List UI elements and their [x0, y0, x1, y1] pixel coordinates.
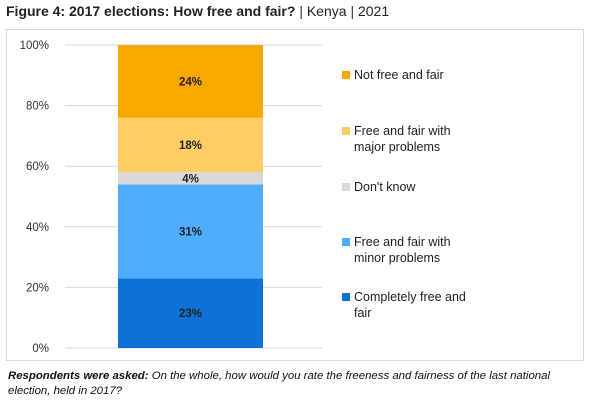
y-tick-label: 60% — [26, 161, 49, 173]
note-question: On the whole, how would you rate the fre… — [8, 370, 550, 397]
legend-swatch — [342, 127, 350, 135]
bar-segment — [118, 278, 263, 348]
survey-question-note: Respondents were asked: On the whole, ho… — [8, 369, 583, 399]
legend-swatch — [342, 71, 350, 79]
legend-label: Completely free and — [354, 290, 466, 304]
legend-label: Free and fair with — [354, 235, 451, 249]
legend-swatch — [342, 238, 350, 246]
figure-title: Figure 4: 2017 elections: How free and f… — [6, 3, 389, 19]
chart-frame — [6, 29, 584, 361]
legend-label: Don't know — [354, 180, 416, 194]
y-tick-label: 100% — [20, 40, 49, 52]
legend-label: Free and fair with — [354, 124, 451, 138]
legend-swatch — [342, 293, 350, 301]
data-label: 24% — [179, 76, 202, 88]
legend-label: Not free and fair — [354, 68, 444, 82]
figure-title-country: Kenya — [306, 3, 347, 19]
y-tick-label: 40% — [26, 222, 49, 234]
data-label: 4% — [182, 173, 199, 185]
figure-title-year: 2021 — [357, 3, 390, 19]
bar-segment — [118, 184, 263, 279]
legend-label: major problems — [354, 140, 440, 154]
legend-label: fair — [354, 306, 371, 320]
legend-label: minor problems — [354, 251, 440, 265]
title-separator-1: | — [299, 3, 303, 19]
bar-segment — [118, 172, 263, 185]
data-label: 31% — [179, 226, 202, 238]
legend-swatch — [342, 183, 350, 191]
data-label: 18% — [179, 140, 202, 152]
y-tick-label: 20% — [26, 282, 49, 294]
y-tick-label: 0% — [32, 343, 49, 355]
title-separator-2: | — [350, 3, 355, 19]
bar-segment — [118, 45, 263, 118]
data-label: 23% — [179, 308, 202, 320]
bar-segment — [118, 117, 263, 173]
y-tick-label: 80% — [26, 101, 49, 113]
figure-title-main: Figure 4: 2017 elections: How free and f… — [6, 3, 296, 19]
note-label: Respondents were asked: — [8, 370, 149, 382]
